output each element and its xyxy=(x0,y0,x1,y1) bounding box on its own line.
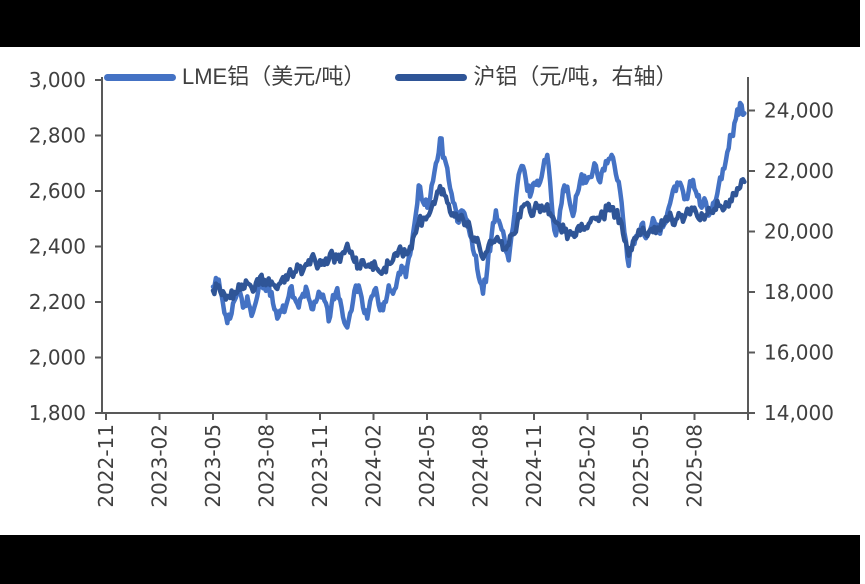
svg-text:1,800: 1,800 xyxy=(29,401,86,425)
shfe-line-swatch-icon xyxy=(395,73,468,81)
x-axis-ticks: 2022-11 2023-02 2023-05 2023-08 2023-11 2024-… xyxy=(94,413,749,508)
svg-text:2025-02: 2025-02 xyxy=(576,424,600,508)
legend-item-lme: LME铝（美元/吨） xyxy=(104,66,365,88)
svg-text:14,000: 14,000 xyxy=(764,401,834,425)
svg-text:24,000: 24,000 xyxy=(764,99,834,123)
svg-text:2,400: 2,400 xyxy=(29,235,86,259)
left-axis-ticks: 3,000 2,800 2,600 2,400 2,200 2,000 1,800 xyxy=(29,68,102,425)
svg-text:2,600: 2,600 xyxy=(29,179,86,203)
svg-text:2,800: 2,800 xyxy=(29,124,86,148)
bottom-letterbox-bar xyxy=(0,535,860,584)
svg-text:22,000: 22,000 xyxy=(764,159,834,183)
svg-text:2023-08: 2023-08 xyxy=(255,424,279,508)
svg-text:2024-05: 2024-05 xyxy=(415,424,439,508)
axes xyxy=(101,77,750,414)
svg-text:2023-05: 2023-05 xyxy=(201,424,225,508)
shfe-price-line xyxy=(210,177,747,302)
svg-text:2023-11: 2023-11 xyxy=(308,424,332,508)
svg-text:2024-02: 2024-02 xyxy=(362,424,386,508)
top-letterbox-bar xyxy=(0,0,860,47)
svg-text:2,000: 2,000 xyxy=(29,346,86,370)
svg-text:2023-02: 2023-02 xyxy=(148,424,172,508)
svg-text:2022-11: 2022-11 xyxy=(94,424,118,508)
legend-label-lme: LME铝（美元/吨） xyxy=(182,64,366,89)
svg-text:2025-08: 2025-08 xyxy=(683,424,707,508)
svg-text:20,000: 20,000 xyxy=(764,220,834,244)
chart-legend: LME铝（美元/吨） 沪铝（元/吨，右轴） xyxy=(104,66,677,88)
svg-text:2024-11: 2024-11 xyxy=(522,424,546,508)
legend-label-shfe: 沪铝（元/吨，右轴） xyxy=(473,64,678,89)
svg-text:16,000: 16,000 xyxy=(764,341,834,365)
lme-line-swatch-icon xyxy=(104,73,176,81)
svg-text:3,000: 3,000 xyxy=(29,68,86,92)
svg-text:2024-08: 2024-08 xyxy=(469,424,493,508)
svg-text:18,000: 18,000 xyxy=(764,280,834,304)
svg-text:2025-05: 2025-05 xyxy=(629,424,653,508)
legend-item-shfe: 沪铝（元/吨，右轴） xyxy=(395,66,677,88)
right-axis-ticks: 24,000 22,000 20,000 18,000 16,000 14,000 xyxy=(748,99,834,425)
svg-text:2,200: 2,200 xyxy=(29,290,86,314)
